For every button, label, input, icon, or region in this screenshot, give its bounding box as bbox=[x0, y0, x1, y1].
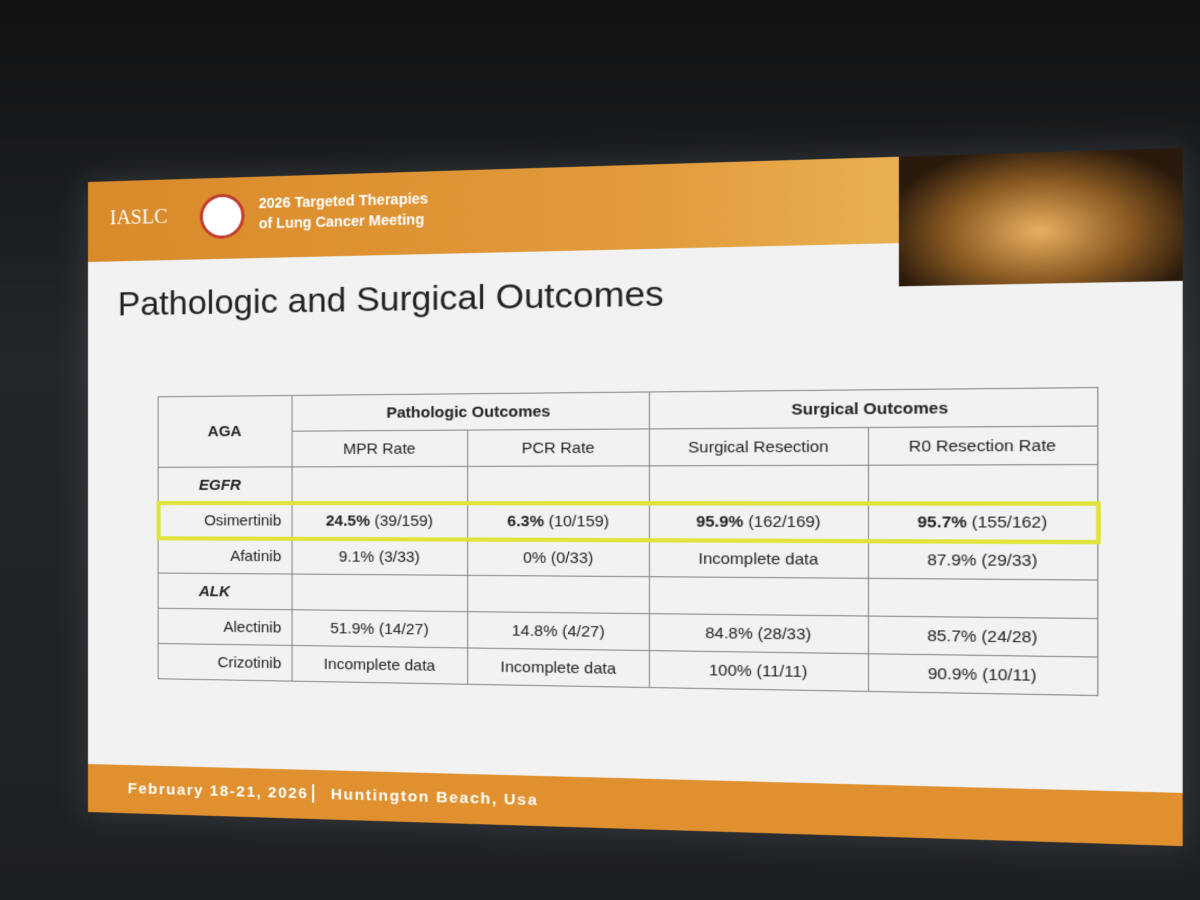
column-header: AGA bbox=[158, 395, 293, 468]
empty-cell bbox=[467, 465, 650, 503]
cell: 24.5% (39/159) bbox=[292, 502, 468, 540]
group-name: ALK bbox=[158, 573, 293, 610]
cell-count: (39/159) bbox=[374, 511, 434, 530]
cell-count: (162/169) bbox=[748, 512, 821, 531]
drug-name: Alectinib bbox=[158, 608, 293, 646]
header-photo bbox=[898, 147, 1183, 287]
cell-value: 24.5% bbox=[325, 511, 371, 530]
cell-value: 51.9% bbox=[330, 619, 375, 638]
cell-value: Incomplete data bbox=[698, 549, 819, 569]
empty-cell bbox=[868, 578, 1098, 619]
cell: 100% (11/11) bbox=[649, 650, 869, 692]
column-header: MPR Rate bbox=[292, 430, 468, 467]
meeting-name: of Lung Cancer Meeting bbox=[258, 210, 425, 232]
cell-count: (11/11) bbox=[756, 661, 808, 681]
group-header: Surgical Outcomes bbox=[649, 387, 1098, 429]
cell-value: Incomplete data bbox=[323, 655, 436, 675]
drug-name: Osimertinib bbox=[158, 502, 293, 539]
column-header: R0 Resection Rate bbox=[868, 426, 1098, 466]
logo bbox=[199, 193, 245, 240]
cell-count: (14/27) bbox=[378, 619, 429, 639]
group-row: EGFR bbox=[158, 464, 1098, 504]
outcomes-table: AGA Pathologic Outcomes Surgical Outcome… bbox=[155, 387, 1101, 696]
cell-count: (4/27) bbox=[562, 622, 605, 641]
cell-value: 9.1% bbox=[338, 547, 375, 566]
cell-value: 0% bbox=[522, 548, 547, 567]
cell-value: 95.7% bbox=[917, 512, 967, 532]
cell-value: 6.3% bbox=[507, 512, 545, 530]
cell-count: (0/33) bbox=[550, 548, 594, 567]
cell-count: (10/11) bbox=[982, 665, 1037, 685]
cell-value: 87.9% bbox=[927, 550, 977, 570]
cell: 6.3% (10/159) bbox=[467, 502, 650, 540]
empty-cell bbox=[467, 575, 650, 614]
cell: 95.9% (162/169) bbox=[649, 502, 869, 541]
cell: 9.1% (3/33) bbox=[292, 538, 468, 576]
cell-value: 85.7% bbox=[927, 626, 977, 646]
empty-cell bbox=[292, 574, 468, 612]
cell: 90.9% (10/11) bbox=[868, 653, 1098, 696]
data-row: Osimertinib 24.5% (39/159) 6.3% (10/159) 95… bbox=[155, 500, 1101, 544]
cell: 0% (0/33) bbox=[467, 539, 650, 577]
cell: 85.7% (24/28) bbox=[868, 616, 1098, 658]
cell-value: 84.8% bbox=[705, 623, 753, 643]
cell-count: (24/28) bbox=[981, 627, 1038, 647]
cell: 84.8% (28/33) bbox=[649, 613, 869, 654]
column-header: Surgical Resection bbox=[649, 427, 869, 466]
drug-name: Afatinib bbox=[158, 537, 293, 575]
cell-count: (10/159) bbox=[548, 512, 610, 531]
cell: 51.9% (14/27) bbox=[292, 609, 468, 648]
cell-value: 90.9% bbox=[927, 664, 978, 684]
cell: Incomplete data bbox=[649, 539, 869, 579]
slide: IASLC 2026 Targeted Therapies of Lung Ca… bbox=[88, 147, 1183, 847]
cell: Incomplete data bbox=[467, 647, 650, 688]
empty-cell bbox=[649, 576, 869, 617]
separator bbox=[312, 784, 315, 803]
cell-count: (155/162) bbox=[971, 512, 1048, 532]
cell-value: Incomplete data bbox=[500, 657, 617, 678]
cell-count: (28/33) bbox=[757, 624, 812, 644]
cell: 87.9% (29/33) bbox=[868, 540, 1098, 581]
cell-value: 100% bbox=[708, 660, 752, 680]
cell-value: 14.8% bbox=[511, 621, 558, 640]
cell-count: (29/33) bbox=[981, 550, 1038, 570]
drug-name: Crizotinib bbox=[158, 643, 293, 682]
cell: Incomplete data bbox=[292, 645, 468, 685]
group-name: EGFR bbox=[158, 466, 293, 503]
location: Huntington Beach, Usa bbox=[330, 785, 539, 810]
dates: February 18-21, 2026 bbox=[127, 780, 309, 803]
empty-cell bbox=[292, 466, 468, 503]
empty-cell bbox=[649, 465, 869, 503]
group-header: Pathologic Outcomes bbox=[292, 391, 650, 432]
cell: 14.8% (4/27) bbox=[467, 611, 650, 651]
slide-title: Pathologic and Surgical Outcomes bbox=[117, 273, 664, 324]
meeting-name: 2026 Targeted Therapies bbox=[258, 190, 429, 212]
cell: 95.7% (155/162) bbox=[868, 502, 1098, 542]
org-name: IASLC bbox=[109, 205, 168, 230]
column-header: PCR Rate bbox=[467, 428, 650, 467]
empty-cell bbox=[868, 464, 1098, 504]
cell-value: 95.9% bbox=[696, 512, 744, 531]
cell-count: (3/33) bbox=[378, 547, 420, 566]
